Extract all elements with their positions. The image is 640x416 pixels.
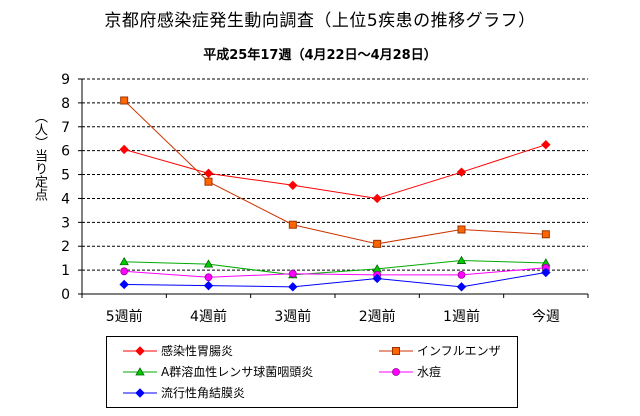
legend-swatch xyxy=(379,347,413,355)
legend-label: A群溶血性レンサ球菌咽頭炎 xyxy=(161,365,314,379)
legend-item: 水痘 xyxy=(377,362,607,382)
y-tick-label: 5 xyxy=(61,168,70,184)
y-tick-label: 6 xyxy=(61,144,70,160)
data-point-s5-2 xyxy=(203,280,214,291)
series-line-4 xyxy=(124,267,546,278)
data-point-s2-5 xyxy=(457,225,466,234)
x-tick-label: 2週前 xyxy=(359,308,396,325)
data-point-s1-4 xyxy=(372,193,382,204)
x-tick-label: 5週前 xyxy=(106,308,143,325)
data-point-s4-5 xyxy=(457,270,466,279)
legend-marker xyxy=(135,388,145,398)
data-point-s4-1 xyxy=(120,267,129,276)
data-point-s4-2 xyxy=(204,273,213,282)
data-point-s2-6 xyxy=(541,230,550,239)
data-point-s2-2 xyxy=(204,177,213,186)
series-line-1 xyxy=(124,144,546,199)
legend-label: 水痘 xyxy=(417,365,442,379)
data-point-s5-3 xyxy=(288,282,298,292)
y-tick-label: 4 xyxy=(61,191,70,207)
data-point-s5-4 xyxy=(372,273,382,284)
legend-marker xyxy=(392,368,400,376)
x-tick-label: 3週前 xyxy=(274,308,311,325)
legend-label: 感染性胃腸炎 xyxy=(161,344,234,358)
y-tick-label: 9 xyxy=(61,72,70,88)
data-point-s3-1 xyxy=(119,256,129,266)
y-tick-label: 2 xyxy=(61,239,70,255)
legend-item: A群溶血性レンサ球菌咽頭炎 xyxy=(121,362,351,382)
legend-marker xyxy=(135,367,145,376)
y-tick-label: 8 xyxy=(61,96,70,112)
legend-item: インフルエンザ xyxy=(377,341,607,361)
series-line-5 xyxy=(124,272,546,288)
legend-marker xyxy=(392,347,400,355)
legend-item: 流行性角結膜炎 xyxy=(121,383,351,403)
legend-swatch xyxy=(123,346,157,356)
series-line-2 xyxy=(123,100,546,245)
legend-label: 流行性角結膜炎 xyxy=(161,386,246,400)
chart-subtitle: 平成25年17週（4月22日～4月28日） xyxy=(203,48,437,63)
x-tick-label: 今週 xyxy=(532,309,560,325)
x-tick-label: 1週前 xyxy=(443,308,480,325)
data-point-s1-2 xyxy=(203,168,214,179)
y-tick-label: 1 xyxy=(61,263,70,279)
data-point-s2-4 xyxy=(373,239,382,248)
legend: 感染性胃腸炎 インフルエンザ A群溶血性レンサ球菌咽頭炎 水痘流行性角結膜炎 xyxy=(106,336,518,408)
data-point-s3-2 xyxy=(203,259,214,268)
series-line-3 xyxy=(124,260,546,276)
data-point-s5-1 xyxy=(119,279,129,290)
data-point-s4-3 xyxy=(288,269,297,278)
data-point-s1-5 xyxy=(456,167,467,177)
data-point-s2-3 xyxy=(288,220,297,229)
y-tick-label: 0 xyxy=(61,287,70,303)
y-tick-label: 7 xyxy=(61,120,70,136)
legend-swatch xyxy=(123,388,157,398)
y-tick-label: 3 xyxy=(61,215,70,231)
legend-item: 感染性胃腸炎 xyxy=(121,341,351,361)
legend-swatch xyxy=(123,367,157,376)
legend-swatch xyxy=(379,368,413,376)
data-point-s5-5 xyxy=(456,282,467,292)
data-point-s3-5 xyxy=(456,255,467,264)
chart-title: 京都府感染症発生動向調査（上位5疾患の推移グラフ） xyxy=(104,11,536,31)
data-point-s1-3 xyxy=(288,180,298,191)
legend-label: インフルエンザ xyxy=(417,344,501,358)
y-axis-label: （人）当り定点 xyxy=(32,110,47,201)
x-tick-label: 4週前 xyxy=(190,308,227,325)
data-point-s2-1 xyxy=(120,96,129,105)
legend-marker xyxy=(135,346,145,356)
data-point-s1-6 xyxy=(541,139,551,150)
data-point-s1-1 xyxy=(119,144,129,155)
data-point-s5-6 xyxy=(541,267,551,278)
